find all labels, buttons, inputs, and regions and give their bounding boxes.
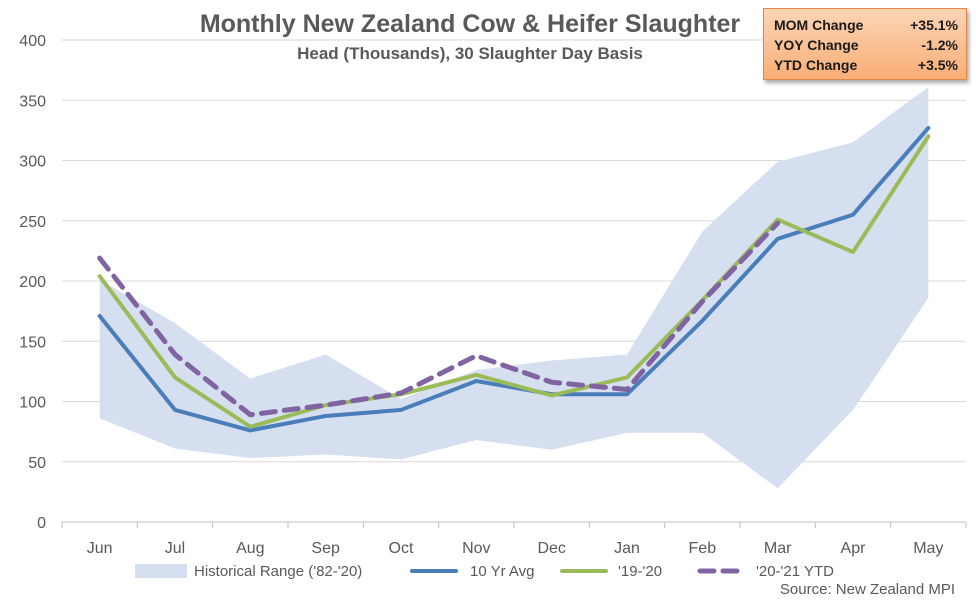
legend-swatch-range	[135, 564, 187, 578]
x-tick-label: May	[913, 540, 943, 557]
x-tick-label: Apr	[841, 540, 867, 557]
x-tick-label: Jul	[165, 540, 185, 557]
stat-row-ytd: YTD Change +3.5%	[774, 55, 958, 75]
x-tick-label: Oct	[389, 540, 414, 557]
x-axis-ticks: Jun Jul Aug Sep Oct Nov Dec Jan Feb Mar Apr May	[61, 522, 967, 557]
x-tick-label: Mar	[764, 540, 792, 557]
y-tick-label: 0	[37, 515, 46, 532]
x-tick-label: Dec	[537, 540, 565, 557]
x-tick-label: Aug	[236, 540, 264, 557]
change-stats-box: MOM Change +35.1% YOY Change -1.2% YTD C…	[763, 8, 967, 80]
stat-value: +35.1%	[910, 17, 958, 33]
legend-label-series-2: '20-'21 YTD	[756, 563, 834, 580]
y-tick-label: 250	[19, 214, 46, 231]
source-note: Source: New Zealand MPI	[780, 581, 955, 598]
y-tick-label: 50	[28, 455, 46, 472]
legend-label-series-0: 10 Yr Avg	[470, 563, 535, 580]
stat-label: YTD Change	[774, 57, 858, 73]
chart-subtitle: Head (Thousands), 30 Slaughter Day Basis	[297, 44, 643, 63]
stat-label: YOY Change	[774, 37, 859, 53]
x-tick-label: Feb	[689, 540, 717, 557]
stat-label: MOM Change	[774, 17, 864, 33]
series-line-0	[97, 125, 931, 433]
x-tick-label: Nov	[462, 540, 490, 557]
series-line-1	[97, 134, 931, 429]
y-tick-label: 400	[19, 33, 46, 50]
legend-label-series-1: '19-'20	[618, 563, 662, 580]
x-tick-label: Jun	[87, 540, 113, 557]
y-tick-label: 200	[19, 274, 46, 291]
stat-value: +3.5%	[917, 57, 958, 73]
y-tick-label: 150	[19, 334, 46, 351]
series-line-2	[97, 220, 781, 418]
y-tick-label: 100	[19, 395, 46, 412]
historical-range-band	[99, 86, 929, 489]
plot-area	[97, 86, 931, 489]
stat-value: -1.2%	[921, 37, 958, 53]
x-tick-label: Sep	[311, 540, 340, 557]
y-tick-label: 350	[19, 93, 46, 110]
stat-row-mom: MOM Change +35.1%	[774, 15, 958, 35]
stat-row-yoy: YOY Change -1.2%	[774, 35, 958, 55]
legend-label-range: Historical Range ('82-'20)	[194, 563, 362, 580]
legend: Historical Range ('82-'20) 10 Yr Avg '19-'…	[135, 563, 834, 580]
y-axis-ticks: 0 50 100 150 200 250 300 350 400	[19, 33, 46, 532]
x-tick-label: Jan	[614, 540, 640, 557]
y-tick-label: 300	[19, 154, 46, 171]
chart-title: Monthly New Zealand Cow & Heifer Slaught…	[200, 10, 741, 38]
